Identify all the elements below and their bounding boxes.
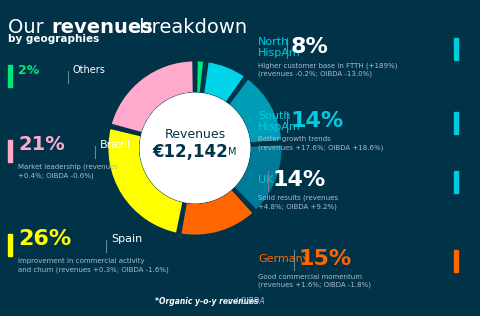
Text: Good commercial momentum
(revenues +1.6%; OIBDA -1.8%): Good commercial momentum (revenues +1.6%…	[258, 274, 371, 289]
Text: by geographies: by geographies	[8, 34, 99, 44]
Bar	[8, 65, 12, 88]
Text: Spain: Spain	[111, 234, 142, 245]
Bar	[8, 234, 12, 257]
Text: €12,142: €12,142	[152, 143, 228, 161]
Circle shape	[141, 94, 250, 203]
Wedge shape	[110, 60, 194, 134]
Wedge shape	[196, 60, 204, 94]
Text: Solid results (revenues
+4.8%; OIBDA +9.2%): Solid results (revenues +4.8%; OIBDA +9.…	[258, 195, 338, 210]
Bar	[454, 38, 458, 60]
Text: Germany: Germany	[258, 254, 310, 264]
Text: Our: Our	[8, 18, 50, 37]
Text: 15%: 15%	[299, 249, 352, 269]
Text: Revenues: Revenues	[165, 127, 226, 141]
Text: 26%: 26%	[18, 229, 71, 249]
Text: Higher customer base in FTTH (+189%)
(revenues -0.2%; OIBDA -13.0%): Higher customer base in FTTH (+189%) (re…	[258, 62, 397, 77]
Wedge shape	[228, 78, 283, 144]
Bar	[454, 171, 458, 193]
Bar	[454, 112, 458, 134]
Text: 2%: 2%	[18, 64, 39, 77]
Wedge shape	[180, 188, 254, 236]
Text: revenues: revenues	[51, 18, 153, 37]
Text: Others: Others	[72, 65, 106, 76]
Text: North: North	[258, 37, 289, 47]
Bar	[454, 250, 458, 272]
Wedge shape	[203, 61, 246, 103]
Text: Brazil: Brazil	[100, 140, 131, 150]
Text: HispAm: HispAm	[258, 122, 301, 132]
Text: South: South	[258, 112, 290, 121]
Text: Better growth trends
(revenues +17.6%; OIBDA +18.6%): Better growth trends (revenues +17.6%; O…	[258, 137, 384, 151]
Text: M: M	[228, 147, 237, 157]
Text: UK: UK	[258, 175, 274, 185]
Wedge shape	[233, 144, 283, 211]
Text: 21%: 21%	[18, 135, 65, 154]
Text: and OIBDA: and OIBDA	[221, 297, 265, 306]
Text: breakdown: breakdown	[133, 18, 247, 37]
Text: Improvement in commercial activity
and churn (revenues +0.3%; OIBDA -1.6%): Improvement in commercial activity and c…	[18, 258, 169, 273]
Text: HispAm: HispAm	[258, 48, 301, 58]
Bar	[8, 140, 12, 162]
Text: Market leadership (revenues
+0.4%; OIBDA -0.6%): Market leadership (revenues +0.4%; OIBDA…	[18, 164, 118, 179]
Text: *Organic y-o-y revenues: *Organic y-o-y revenues	[155, 297, 259, 306]
Text: 14%: 14%	[291, 112, 344, 131]
Text: 8%: 8%	[291, 37, 329, 57]
Wedge shape	[140, 93, 251, 204]
Wedge shape	[107, 127, 184, 234]
Text: 14%: 14%	[272, 170, 325, 190]
